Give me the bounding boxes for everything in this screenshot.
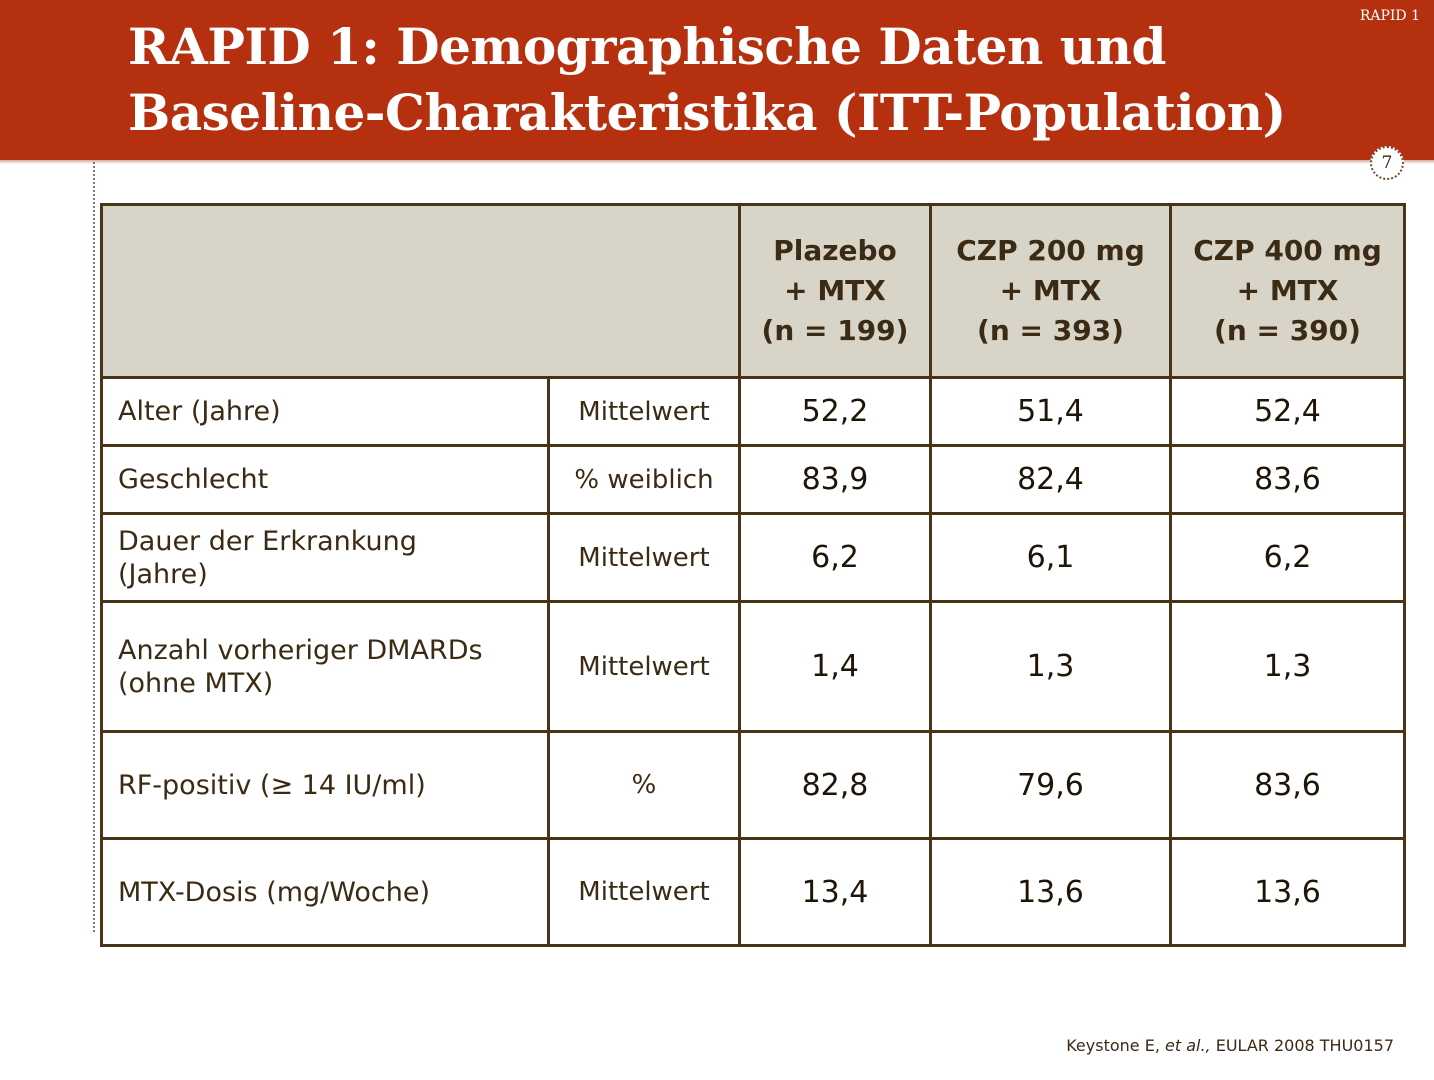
cell-value: 82,4 bbox=[929, 444, 1172, 515]
cell-value: 1,4 bbox=[738, 600, 932, 733]
column-header-placebo: Plazebo + MTX (n = 199) bbox=[738, 203, 932, 379]
column-header-line: + MTX bbox=[999, 274, 1102, 307]
row-statistic: % weiblich bbox=[547, 444, 741, 515]
column-header-line: CZP 400 mg bbox=[1193, 234, 1382, 267]
table-row: Geschlecht % weiblich 83,9 82,4 83,6 bbox=[100, 444, 1406, 515]
dotted-divider bbox=[93, 162, 95, 932]
cell-value: 83,9 bbox=[738, 444, 932, 515]
row-statistic: Mittelwert bbox=[547, 837, 741, 947]
column-header-line: (n = 390) bbox=[1214, 314, 1361, 347]
row-statistic: Mittelwert bbox=[547, 376, 741, 447]
column-header-line: Plazebo bbox=[773, 234, 897, 267]
citation-author: Keystone E, bbox=[1066, 1036, 1165, 1055]
table-row: RF-positiv (≥ 14 IU/ml) % 82,8 79,6 83,6 bbox=[100, 730, 1406, 840]
baseline-table: Plazebo + MTX (n = 199) CZP 200 mg + MTX… bbox=[100, 203, 1406, 947]
row-label-line: MTX-Dosis (mg/Woche) bbox=[118, 876, 431, 908]
cell-value: 82,8 bbox=[738, 730, 932, 840]
column-header-line: CZP 200 mg bbox=[956, 234, 1145, 267]
table-row: Dauer der Erkrankung (Jahre) Mittelwert … bbox=[100, 512, 1406, 603]
row-statistic: % bbox=[547, 730, 741, 840]
title-banner: RAPID 1: Demographische Daten und Baseli… bbox=[0, 0, 1434, 160]
column-header-line: + MTX bbox=[784, 274, 886, 307]
column-header-line: (n = 393) bbox=[977, 314, 1124, 347]
row-label: Geschlecht bbox=[100, 444, 550, 515]
cell-value: 52,2 bbox=[738, 376, 932, 447]
row-label-line: (ohne MTX) bbox=[118, 667, 274, 699]
row-label-line: Geschlecht bbox=[118, 464, 269, 495]
cell-value: 13,6 bbox=[1169, 837, 1406, 947]
cell-value: 83,6 bbox=[1169, 444, 1406, 515]
row-label: MTX-Dosis (mg/Woche) bbox=[100, 837, 550, 947]
title-line-2: Baseline-Charakteristika (ITT-Population… bbox=[128, 83, 1286, 142]
column-header-line: (n = 199) bbox=[761, 314, 909, 347]
row-label: Alter (Jahre) bbox=[100, 376, 550, 447]
row-label-line: (Jahre) bbox=[118, 558, 208, 590]
row-statistic: Mittelwert bbox=[547, 512, 741, 603]
row-label: Anzahl vorheriger DMARDs (ohne MTX) bbox=[100, 600, 550, 733]
table-header-row: Plazebo + MTX (n = 199) CZP 200 mg + MTX… bbox=[100, 203, 1406, 379]
banner-shadow bbox=[0, 160, 1434, 164]
row-label-line: Alter (Jahre) bbox=[118, 396, 281, 427]
column-header-czp400: CZP 400 mg + MTX (n = 390) bbox=[1169, 203, 1406, 379]
row-label: RF-positiv (≥ 14 IU/ml) bbox=[100, 730, 550, 840]
cell-value: 83,6 bbox=[1169, 730, 1406, 840]
citation: Keystone E, et al., EULAR 2008 THU0157 bbox=[1066, 1036, 1394, 1055]
cell-value: 51,4 bbox=[929, 376, 1172, 447]
table-row: MTX-Dosis (mg/Woche) Mittelwert 13,4 13,… bbox=[100, 837, 1406, 947]
row-statistic: Mittelwert bbox=[547, 600, 741, 733]
row-label-line: RF-positiv (≥ 14 IU/ml) bbox=[118, 769, 426, 801]
cell-value: 6,1 bbox=[929, 512, 1172, 603]
cell-value: 6,2 bbox=[1169, 512, 1406, 603]
row-label-line: Anzahl vorheriger DMARDs bbox=[118, 634, 483, 666]
cell-value: 52,4 bbox=[1169, 376, 1406, 447]
table-row: Anzahl vorheriger DMARDs (ohne MTX) Mitt… bbox=[100, 600, 1406, 733]
cell-value: 6,2 bbox=[738, 512, 932, 603]
study-tag: RAPID 1 bbox=[1359, 8, 1420, 24]
cell-value: 13,6 bbox=[929, 837, 1172, 947]
table-row: Alter (Jahre) Mittelwert 52,2 51,4 52,4 bbox=[100, 376, 1406, 447]
column-header-line: + MTX bbox=[1236, 274, 1339, 307]
header-empty-cell bbox=[100, 203, 741, 379]
row-label: Dauer der Erkrankung (Jahre) bbox=[100, 512, 550, 603]
citation-source: EULAR 2008 THU0157 bbox=[1210, 1036, 1394, 1055]
cell-value: 13,4 bbox=[738, 837, 932, 947]
slide-title: RAPID 1: Demographische Daten und Baseli… bbox=[128, 14, 1328, 146]
page-number-badge: 7 bbox=[1370, 146, 1404, 180]
cell-value: 1,3 bbox=[929, 600, 1172, 733]
cell-value: 1,3 bbox=[1169, 600, 1406, 733]
row-label-line: Dauer der Erkrankung bbox=[118, 525, 417, 557]
column-header-czp200: CZP 200 mg + MTX (n = 393) bbox=[929, 203, 1172, 379]
cell-value: 79,6 bbox=[929, 730, 1172, 840]
title-line-1: RAPID 1: Demographische Daten und bbox=[128, 17, 1166, 76]
citation-etal: et al., bbox=[1165, 1036, 1211, 1055]
